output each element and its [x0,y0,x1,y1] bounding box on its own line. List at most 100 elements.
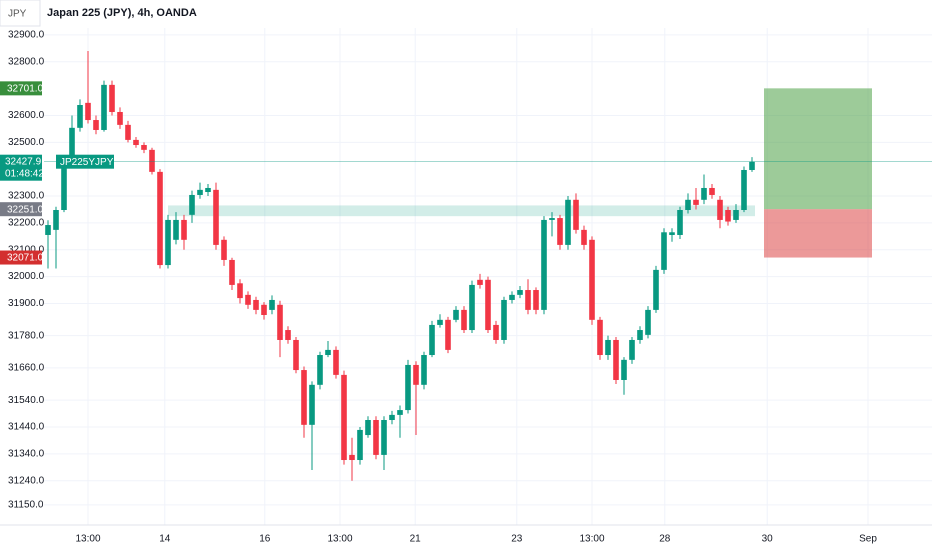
candle-body [557,218,563,245]
y-tick-label: 31900.0 [8,298,45,309]
candle-body [309,384,315,425]
candle-body [389,414,395,420]
candle-body [125,124,131,140]
candle-body [637,330,643,340]
candle-body [733,210,739,220]
candle-body [325,349,331,356]
candle-body [477,279,483,285]
candle-body [461,309,467,331]
candle-body [285,330,291,340]
candle-body [101,84,107,130]
candle-body [85,102,91,121]
candle-body [429,324,435,356]
candle-body [93,120,99,130]
candle-body [373,420,379,455]
price-tag-label: 32251.0 [7,204,44,215]
candle-body [413,364,419,385]
x-tick-label: Sep [859,534,877,545]
candle-body [669,232,675,235]
candle-body [717,199,723,220]
candle-body [165,219,171,266]
candle-body [453,309,459,320]
candle-body [269,299,275,310]
x-tick-label: 30 [762,534,774,545]
plot [45,51,755,481]
candle-body [77,105,83,128]
last-price-tag [0,154,42,181]
y-tick-label: 31440.0 [8,422,45,433]
candle-body [749,161,755,170]
candle-body [549,218,555,220]
candle-body [741,169,747,210]
chart-title: Japan 225 (JPY), 4h, OANDA [47,7,197,19]
candle-body [333,349,339,375]
candle-body [485,279,491,331]
candle-body [533,290,539,310]
y-tick-label: 32100.0 [8,244,45,255]
countdown: 01:48:42 [5,168,44,179]
price-tag [0,250,42,265]
candle-body [693,199,699,205]
price-tag-label: 32071.0 [7,253,44,264]
candle-body [589,239,595,320]
symbol-box[interactable] [0,0,41,27]
candle-body [157,171,163,266]
candle-body [677,210,683,235]
price-tag [0,202,42,217]
symbol[interactable]: JPY [8,9,27,20]
stop-zone [764,209,872,258]
candle-body [181,219,187,240]
candle-body [293,339,299,371]
candle-body [437,319,443,325]
candle-body [133,139,139,146]
candle-body [109,84,115,112]
x-tick-label: 13:00 [75,534,100,545]
candle-body [381,420,387,455]
price-tag [0,81,42,96]
x-tick-label: 28 [659,534,671,545]
symbol-tag-label: JP225YJPY [60,157,114,168]
candle-body [541,219,547,310]
candle-body [213,189,219,245]
candle-body [445,319,451,350]
candle-body [701,187,707,200]
candle-body [69,127,75,165]
candle-body [221,239,227,260]
y-tick-label: 32600.0 [8,110,45,121]
candle-body [45,225,51,235]
x-tick-label: 13:00 [579,534,604,545]
candle-body [565,199,571,245]
x-tick-label: 14 [159,534,171,545]
candle-body [141,145,147,150]
candle-body [245,294,251,305]
y-tick-label: 31660.0 [8,363,45,374]
candle-body [205,187,211,193]
candle-body [653,269,659,310]
x-tick-label: 16 [259,534,271,545]
candle-body [53,210,59,230]
candle-body [709,187,715,195]
target-zone [764,88,872,210]
candle-body [317,355,323,385]
y-tick-label: 31150.0 [8,499,44,510]
x-tick-label: 21 [410,534,422,545]
candle-body [357,429,363,461]
x-tick-label: 13:00 [327,534,352,545]
y-tick-label: 31340.0 [8,448,45,459]
candle-body [365,420,371,436]
candle-body [117,111,123,125]
candle-body [173,219,179,240]
candle-body [597,319,603,356]
candle-body [621,359,627,380]
candle-body [645,309,651,335]
candle-body [573,199,579,230]
candle-body [501,299,507,340]
candle-body [229,259,235,285]
candle-body [341,374,347,461]
y-tick-label: 32000.0 [8,271,45,282]
candle-body [277,304,283,340]
last-price-label: 32427.9 [5,156,42,167]
